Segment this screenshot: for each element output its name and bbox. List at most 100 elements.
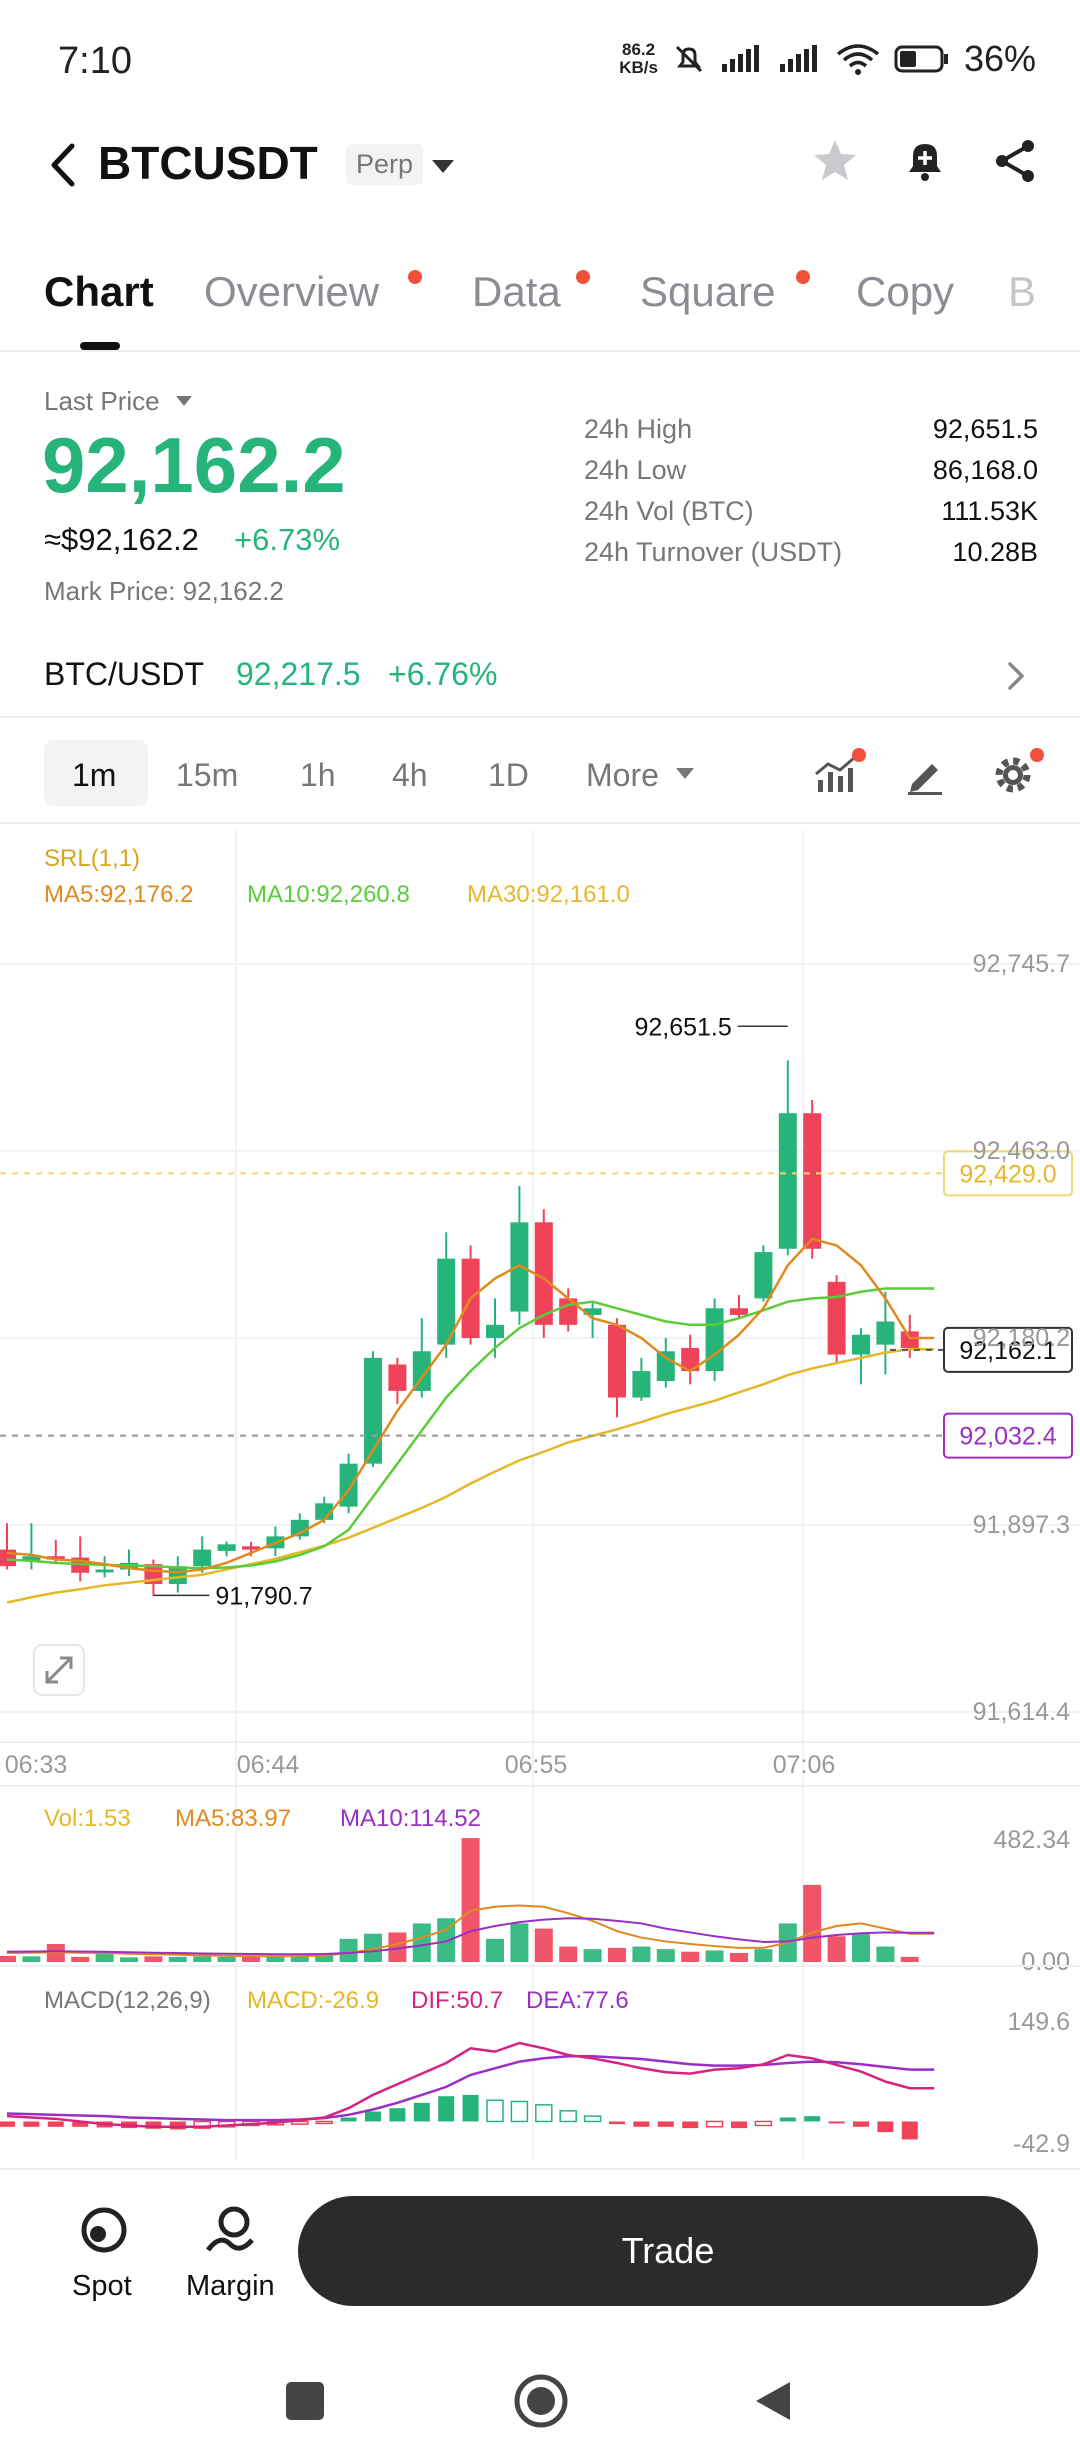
pair-title[interactable]: BTCUSDT <box>98 137 318 189</box>
tab-square[interactable]: Square <box>640 268 776 315</box>
timeframe-15m[interactable]: 15m <box>176 757 239 793</box>
share-icon[interactable] <box>990 136 1040 186</box>
tab-square-dot <box>796 270 810 284</box>
high-marker-label: 92,651.5 <box>634 1013 731 1041</box>
macd-hist-bar <box>804 2116 821 2122</box>
candle-body <box>583 1308 602 1315</box>
volume-label: Vol:1.53 <box>44 1805 131 1832</box>
last-price-caret-icon[interactable] <box>176 396 192 406</box>
mark-price: Mark Price: 92,162.2 <box>44 576 284 606</box>
timeframe-more[interactable]: More <box>586 757 659 793</box>
ma30-label: MA30:92,161.0 <box>467 881 630 908</box>
macd-hist-bar <box>315 2120 333 2125</box>
macd-hist-bar <box>413 2102 430 2122</box>
volume-bar <box>290 1955 309 1962</box>
volume-ma5-line <box>6 1904 935 1958</box>
trade-button[interactable]: Trade <box>298 2196 1038 2306</box>
favorite-star-icon[interactable] <box>810 136 860 186</box>
expand-chart-icon[interactable] <box>33 1644 85 1696</box>
chart-top-divider <box>0 822 1080 824</box>
tab-chart[interactable]: Chart <box>44 268 154 315</box>
indicator-dot <box>852 748 866 762</box>
last-price-label[interactable]: Last Price <box>44 386 160 416</box>
net-speed-value: 86.2 <box>622 40 656 59</box>
chart-settings-gear-icon[interactable] <box>990 752 1036 798</box>
x-tick-label: 06:33 <box>5 1751 68 1779</box>
macd-hist-bar <box>828 2121 845 2124</box>
timeframe-active-bg <box>44 740 148 806</box>
macd-hist-bar <box>438 2096 455 2122</box>
macd-hist-bar <box>340 2117 357 2122</box>
macd-dif-line <box>6 2041 935 2129</box>
timeframe-1d[interactable]: 1D <box>488 757 529 793</box>
mute-bell-icon <box>675 45 702 73</box>
pair-dropdown-caret-icon[interactable] <box>432 160 454 173</box>
timeframe-1m[interactable]: 1m <box>72 757 117 793</box>
timeframe-1h[interactable]: 1h <box>300 757 336 793</box>
macd-hist-bar <box>754 2120 773 2127</box>
stat-24h-low-label: 24h Low <box>584 455 687 485</box>
status-icons: 86.2 KB/s 36% <box>619 38 1036 80</box>
chevron-right-icon[interactable] <box>1004 656 1028 696</box>
tab-data-dot <box>576 270 590 284</box>
macd-hist-bar <box>731 2121 747 2129</box>
back-arrow-icon[interactable] <box>44 140 84 190</box>
volume-y-bottom: 0.00 <box>1021 1948 1070 1976</box>
macd-hist-bar <box>705 2120 724 2128</box>
spot-pair-change: +6.76% <box>388 656 498 692</box>
price-chart[interactable]: SRL(1,1) MA5:92,176.2 MA10:92,260.8 MA30… <box>0 824 1080 2164</box>
ma10-label: MA10:92,260.8 <box>247 881 410 908</box>
tab-copy[interactable]: Copy <box>856 268 955 315</box>
wifi-icon <box>836 44 880 75</box>
srl-indicator-label: SRL(1,1) <box>44 845 140 872</box>
volume-bar <box>339 1938 358 1962</box>
candle-body <box>730 1308 748 1315</box>
ma30-line <box>6 1348 935 1604</box>
price-axis: 92,745.7 92,463.0 92,180.2 91,897.3 91,614.4… <box>5 950 1070 1779</box>
macd-hist-bar <box>0 2121 15 2127</box>
macd-hist-bar <box>169 2121 186 2130</box>
moving-averages <box>6 1237 935 1604</box>
draw-pencil-icon[interactable] <box>902 752 948 798</box>
macd-hist-bar <box>145 2121 162 2129</box>
nav-home-button[interactable] <box>514 2374 568 2428</box>
candle-body <box>705 1308 724 1372</box>
high-low-markers: 92,651.5 91,790.7 <box>153 1013 788 1610</box>
stat-24h-high-label: 24h High <box>584 414 693 444</box>
volume-bar <box>827 1936 846 1962</box>
candle-body <box>364 1357 382 1464</box>
price-tag-label: 92,032.4 <box>959 1423 1056 1451</box>
tab-data[interactable]: Data <box>472 268 561 315</box>
volume-y-top: 482.34 <box>994 1826 1071 1854</box>
perp-badge[interactable]: Perp <box>346 144 424 185</box>
volume-bar <box>656 1949 675 1962</box>
price-alert-bell-icon[interactable] <box>900 136 950 186</box>
macd-hist-bar <box>510 2100 529 2123</box>
macd-hist-bar <box>609 2121 625 2125</box>
volume-bar <box>437 1918 456 1962</box>
indicator-chart-icon[interactable] <box>812 752 858 798</box>
timeframe-more-caret-icon[interactable] <box>676 768 694 779</box>
signal-icon <box>721 45 759 72</box>
macd-hist-bar <box>193 2120 211 2129</box>
nav-back-button[interactable] <box>752 2378 798 2424</box>
candle-body <box>412 1351 431 1391</box>
macd-hist-bar <box>682 2121 699 2129</box>
spot-pair-name[interactable]: BTC/USDT <box>44 656 204 692</box>
margin-button[interactable]: Margin <box>176 2196 286 2316</box>
spot-button[interactable]: Spot <box>62 2196 142 2316</box>
spot-pair-price: 92,217.5 <box>236 656 361 692</box>
volume-bar <box>705 1950 724 1962</box>
volume-bar <box>95 1951 114 1962</box>
tab-overview[interactable]: Overview <box>204 268 380 315</box>
y-tick-label: 92,180.2 <box>973 1324 1070 1352</box>
volume-bar <box>144 1956 163 1962</box>
tab-more-clipped[interactable]: B <box>1008 268 1037 315</box>
volume-bar <box>754 1949 773 1962</box>
macd-hist-bar <box>365 2111 381 2122</box>
volume-ma10-line <box>6 1917 935 1956</box>
margin-icon <box>206 2206 254 2252</box>
margin-label: Margin <box>186 2270 275 2302</box>
nav-recents-button[interactable] <box>286 2382 324 2420</box>
timeframe-4h[interactable]: 4h <box>392 757 428 793</box>
